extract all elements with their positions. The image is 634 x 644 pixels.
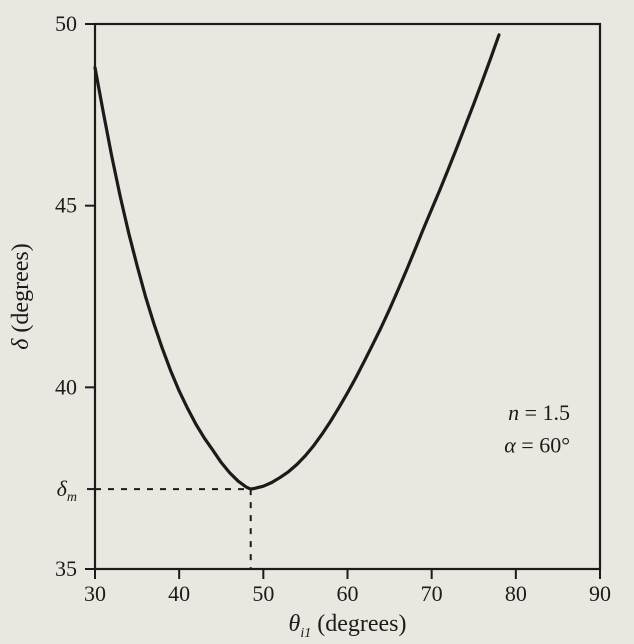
x-tick-label: 50: [252, 581, 274, 606]
annotation-alpha: α = 60°: [504, 433, 570, 458]
y-tick-label: 45: [55, 193, 77, 218]
chart-svg: 3040506070809035404550δmθi1 (degrees)δ (…: [0, 0, 634, 644]
x-tick-label: 30: [84, 581, 106, 606]
x-tick-label: 60: [337, 581, 359, 606]
y-axis-label: δ (degrees): [8, 243, 34, 349]
x-tick-label: 90: [589, 581, 611, 606]
y-tick-label: 35: [55, 556, 77, 581]
y-tick-label: 50: [55, 11, 77, 36]
y-tick-label: 40: [55, 374, 77, 399]
x-tick-label: 80: [505, 581, 527, 606]
annotation-n: n = 1.5: [508, 400, 570, 425]
x-tick-label: 40: [168, 581, 190, 606]
prism-deviation-chart: { "chart": { "type": "line", "background…: [0, 0, 634, 644]
x-tick-label: 70: [421, 581, 443, 606]
